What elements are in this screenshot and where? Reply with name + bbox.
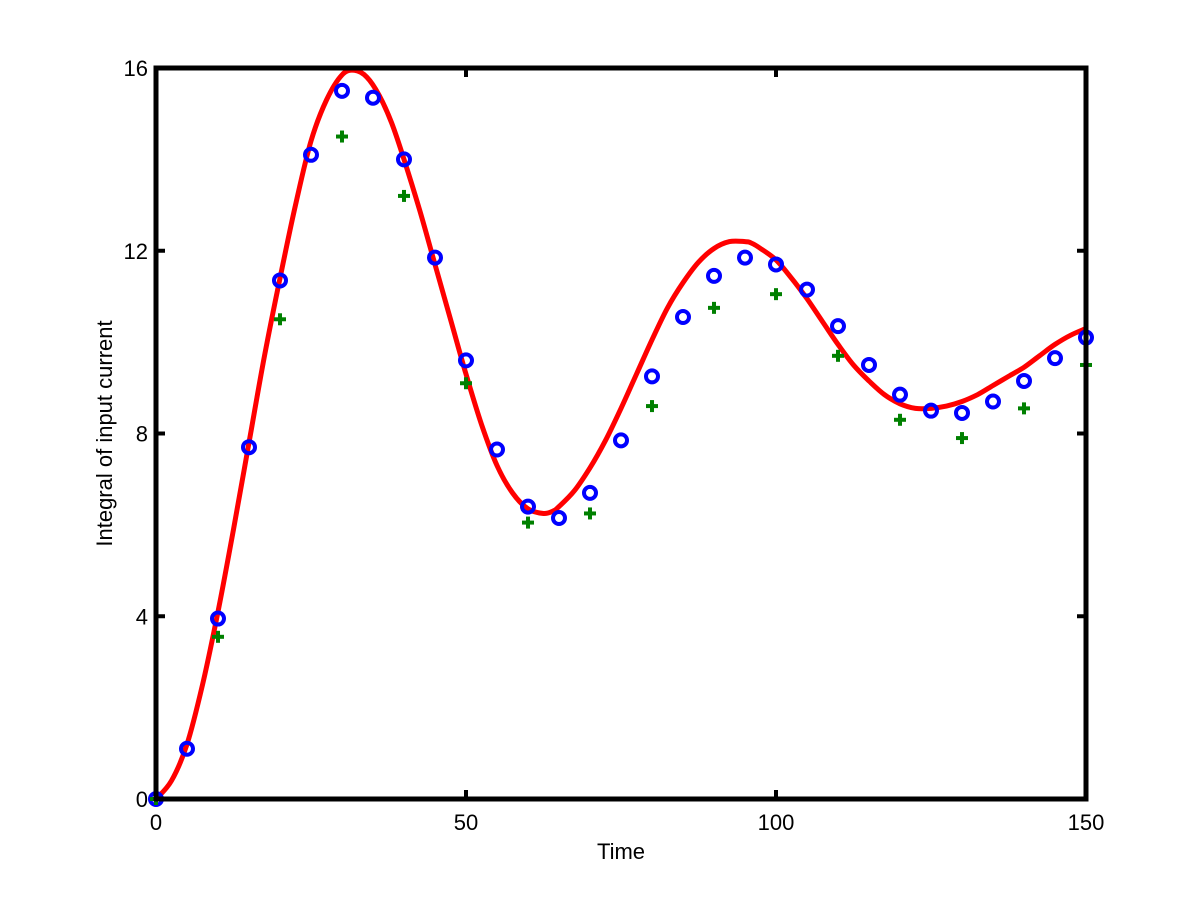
- series-point-circle: [272, 272, 288, 289]
- series-point-circle: [334, 82, 350, 99]
- series-point-circle: [241, 439, 257, 456]
- x-axis-label: Time: [597, 839, 645, 864]
- series-point-circle: [892, 386, 908, 403]
- series-point-plus: [708, 301, 720, 314]
- series-point-circle: [985, 393, 1001, 410]
- series-point-plus: [584, 507, 596, 520]
- plot-marks: [148, 67, 1094, 807]
- series-point-plus: [832, 349, 844, 362]
- series-point-plus: [770, 288, 782, 301]
- series-point-circle: [1047, 350, 1063, 367]
- series-point-circle: [613, 432, 629, 449]
- y-axis-label: Integral of input current: [92, 320, 117, 546]
- y-tick-label: 0: [136, 787, 148, 812]
- series-point-circle: [954, 404, 970, 421]
- y-tick-label: 16: [124, 56, 148, 81]
- series-point-circle: [179, 740, 195, 757]
- series-point-plus: [522, 516, 534, 529]
- series-point-plus: [274, 313, 286, 326]
- series-point-circle: [830, 318, 846, 335]
- axis-ticks: 0 50 100 150 0 4 8 12 16: [124, 56, 1105, 835]
- series-point-circle: [768, 256, 784, 273]
- y-tick-label: 12: [124, 239, 148, 264]
- series-point-circle: [551, 510, 567, 527]
- series-point-plus: [336, 130, 348, 143]
- series-point-circle: [799, 281, 815, 298]
- series-point-circle: [1016, 372, 1032, 389]
- series-point-circle: [675, 308, 691, 325]
- series-point-plus: [398, 189, 410, 202]
- series-point-circle: [396, 151, 412, 168]
- series-point-circle: [582, 484, 598, 501]
- series-point-circle: [303, 146, 319, 163]
- series-point-circle: [365, 89, 381, 106]
- series-point-plus: [646, 400, 658, 413]
- x-tick-label: 50: [454, 810, 478, 835]
- series-point-circle: [861, 356, 877, 373]
- series-point-circle: [458, 352, 474, 369]
- series-point-circle: [644, 368, 660, 385]
- x-tick-label: 150: [1068, 810, 1105, 835]
- series-point-plus: [1018, 402, 1030, 415]
- series-point-circle: [737, 249, 753, 266]
- y-tick-label: 4: [136, 604, 148, 629]
- series-point-plus: [894, 413, 906, 426]
- series-point-plus: [212, 630, 224, 643]
- series-point-circle: [427, 249, 443, 266]
- x-tick-label: 0: [150, 810, 162, 835]
- series-point-circle: [923, 402, 939, 419]
- x-tick-label: 100: [758, 810, 795, 835]
- series-point-circle: [706, 267, 722, 284]
- series-point-circle: [210, 610, 226, 627]
- y-tick-label: 8: [136, 422, 148, 447]
- series-point-circle: [489, 441, 505, 458]
- series-point-plus: [460, 377, 472, 390]
- series-point-plus: [956, 432, 968, 445]
- series-point-circle: [520, 498, 536, 515]
